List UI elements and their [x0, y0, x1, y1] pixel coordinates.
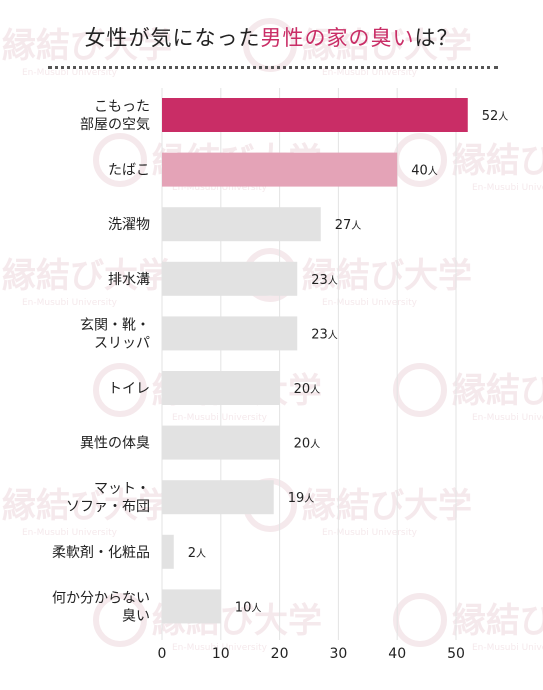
category-label: 何か分からない臭い — [52, 590, 150, 624]
value-label: 20人 — [294, 437, 321, 452]
x-tick-label: 30 — [329, 646, 347, 662]
value-number: 2 — [188, 546, 196, 561]
value-unit: 人 — [328, 275, 338, 287]
category-label-line: 玄関・靴・ — [80, 316, 150, 333]
category-label-line: 異性の体臭 — [80, 436, 150, 452]
x-tick-label: 50 — [447, 646, 465, 662]
value-unit: 人 — [328, 329, 338, 341]
bar — [162, 207, 321, 242]
title-divider — [48, 66, 498, 69]
value-label: 19人 — [288, 491, 315, 506]
category-label: こもった部屋の空気 — [80, 99, 150, 133]
bar — [162, 371, 280, 405]
value-number: 40 — [411, 164, 428, 179]
title-part-1: 女性が気になった — [84, 26, 261, 50]
value-unit: 人 — [310, 384, 320, 396]
value-label: 27人 — [335, 218, 362, 233]
bar — [162, 534, 174, 569]
category-label-line: トイレ — [108, 381, 150, 397]
category-label: 柔軟剤・化粧品 — [52, 545, 150, 561]
value-number: 23 — [311, 327, 328, 342]
value-number: 20 — [294, 437, 311, 452]
bar — [162, 316, 298, 351]
category-label: たばこ — [108, 163, 150, 179]
value-number: 10 — [235, 600, 252, 615]
value-label: 40人 — [411, 164, 438, 179]
value-unit: 人 — [428, 166, 438, 178]
value-unit: 人 — [304, 493, 314, 505]
category-label-line: 排水溝 — [108, 272, 150, 288]
category-label-line: 洗濯物 — [108, 217, 150, 233]
value-label: 2人 — [188, 546, 206, 561]
value-label: 10人 — [235, 600, 262, 615]
value-unit: 人 — [351, 220, 361, 232]
category-label-line: マット・ — [94, 481, 150, 497]
category-label-line: 何か分からない — [52, 590, 150, 606]
category-label: 排水溝 — [108, 272, 150, 288]
title-part-2: は？ — [414, 26, 459, 50]
category-label: 洗濯物 — [108, 217, 150, 233]
chart-title: 女性が気になった男性の家の臭いは？ — [0, 22, 543, 52]
value-label: 23人 — [311, 273, 338, 288]
category-label: トイレ — [108, 381, 150, 397]
x-tick-label: 0 — [158, 646, 167, 662]
bar — [162, 98, 468, 132]
value-number: 19 — [288, 491, 305, 506]
bar — [162, 589, 221, 624]
category-label-line: たばこ — [108, 163, 150, 179]
value-unit: 人 — [251, 602, 261, 614]
x-tick-label: 10 — [212, 646, 230, 662]
category-label: 玄関・靴・スリッパ — [80, 316, 150, 351]
x-tick-label: 40 — [388, 646, 406, 662]
category-label-line: 柔軟剤・化粧品 — [52, 545, 150, 561]
category-label-line: 臭い — [122, 608, 150, 624]
category-label-line: 部屋の空気 — [80, 117, 150, 133]
value-unit: 人 — [498, 111, 508, 123]
value-number: 23 — [311, 273, 328, 288]
value-unit: 人 — [196, 548, 206, 560]
title-highlight: 男性の家の臭い — [260, 26, 415, 50]
bar — [162, 152, 398, 187]
category-label-line: こもった — [94, 99, 150, 115]
bar — [162, 480, 274, 515]
value-number: 27 — [335, 218, 352, 233]
category-label-line: ソファ・布団 — [66, 499, 150, 515]
value-label: 52人 — [482, 109, 509, 124]
value-number: 20 — [294, 382, 311, 397]
value-unit: 人 — [310, 439, 320, 451]
category-label: マット・ソファ・布団 — [66, 481, 150, 515]
bar — [162, 261, 298, 296]
value-label: 23人 — [311, 327, 338, 342]
category-label-line: スリッパ — [94, 335, 150, 351]
bar — [162, 425, 280, 460]
x-tick-label: 20 — [271, 646, 289, 662]
value-label: 20人 — [294, 382, 321, 397]
value-number: 52 — [482, 109, 499, 124]
category-label: 異性の体臭 — [80, 436, 150, 452]
